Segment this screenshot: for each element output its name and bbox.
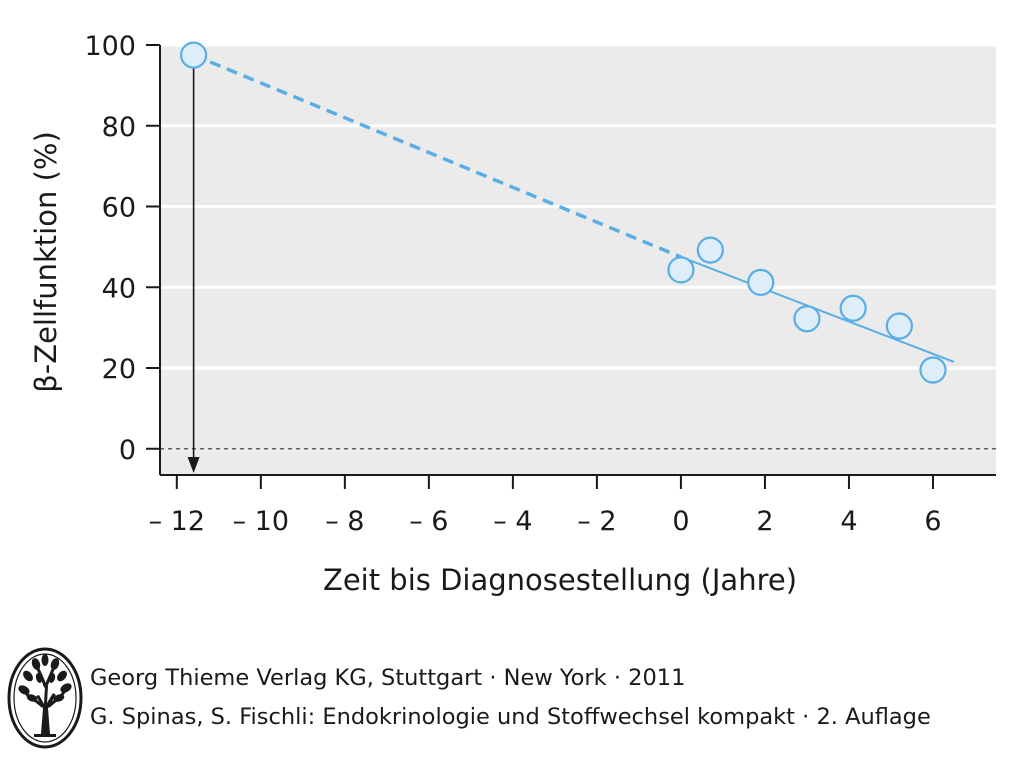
- y-tick-label-0: 0: [119, 435, 136, 466]
- gridlines: [160, 43, 996, 370]
- data-point-7: [919, 356, 947, 384]
- data-point-1: [667, 256, 695, 284]
- publisher-credit: Georg Thieme Verlag KG, Stuttgart · New …: [90, 665, 686, 691]
- arrow-head: [187, 457, 200, 473]
- x-axis-title: Zeit bis Diagnosestellung (Jahre): [323, 563, 797, 597]
- y-tick-label-80: 80: [102, 112, 136, 143]
- book-credit: G. Spinas, S. Fischli: Endokrinologie un…: [90, 704, 931, 730]
- y-tick-label-40: 40: [102, 273, 136, 304]
- x-tick-label-0: 0: [672, 506, 689, 537]
- y-axis-title: β-Zellfunktion (%): [29, 131, 63, 393]
- y-tick-label-60: 60: [102, 193, 136, 224]
- x-tick-label-6: 6: [924, 506, 941, 537]
- x-tick-label-2: 2: [756, 506, 773, 537]
- x-tick-label--2: – 2: [577, 506, 616, 537]
- y-tick-label-20: 20: [102, 354, 136, 385]
- tree-logo-icon: [7, 647, 83, 749]
- data-point-4: [793, 305, 821, 333]
- data-point-0: [180, 41, 208, 69]
- scatter-chart: 0 20 40 60 80 100 – 12 – 10 – 8 – 6 – 4 – 2 0 2 4 6 β-Z…: [29, 31, 996, 597]
- y-tick-label-100: 100: [84, 31, 136, 62]
- data-point-5: [839, 294, 867, 322]
- x-tick-label--4: – 4: [493, 506, 532, 537]
- tick-labels: 0 20 40 60 80 100 – 12 – 10 – 8 – 6 – 4 – 2 0 2 4 6: [84, 31, 941, 537]
- x-tick-label-4: 4: [840, 506, 857, 537]
- x-tick-label--6: – 6: [409, 506, 448, 537]
- data-points: [180, 41, 947, 384]
- arrow-layer: [187, 55, 200, 473]
- axes: [146, 44, 996, 489]
- data-point-2: [696, 236, 724, 264]
- trend-line-fit: [680, 256, 955, 363]
- plot-background: [160, 45, 996, 475]
- x-tick-label--10: – 10: [233, 506, 289, 537]
- trend-line-extrapolated: [192, 53, 682, 259]
- trend-lines: [192, 53, 955, 363]
- data-point-3: [747, 268, 775, 297]
- x-tick-label--12: – 12: [149, 506, 205, 537]
- data-point-6: [885, 312, 913, 340]
- x-tick-label--8: – 8: [325, 506, 364, 537]
